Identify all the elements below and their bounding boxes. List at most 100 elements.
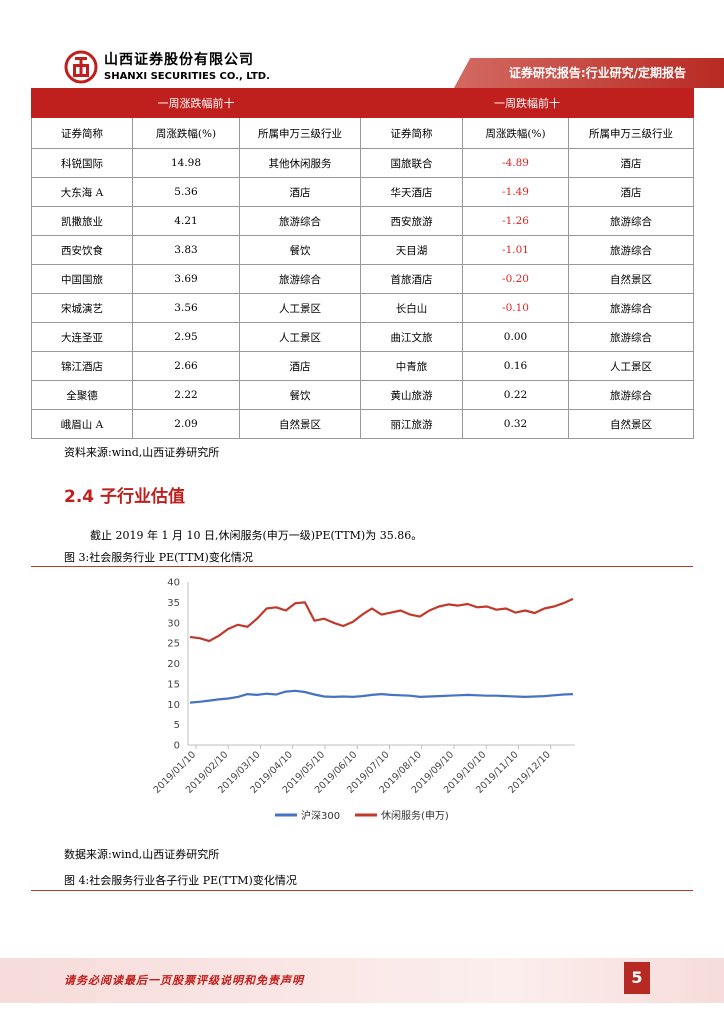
table-cell: 2.22 — [132, 380, 240, 410]
figure-4-caption: 图 4:社会服务行业各子行业 PE(TTM)变化情况 — [64, 874, 297, 887]
table-cell: 凯撒旅业 — [31, 206, 133, 236]
pe-ttm-line-chart: 05101520253035402019/01/102019/02/102019… — [152, 578, 575, 822]
table-cell: 天目湖 — [360, 235, 463, 265]
table-cell: 自然景区 — [239, 409, 361, 439]
table-row: 科锐国际 14.98 其他休闲服务 国旅联合 -4.89 酒店 — [31, 148, 695, 178]
table-cell: 餐饮 — [239, 235, 361, 265]
table-cell: -4.89 — [462, 148, 569, 178]
caption-divider — [31, 566, 693, 567]
table-cell: 3.83 — [132, 235, 240, 265]
figure-3-caption: 图 3:社会服务行业 PE(TTM)变化情况 — [64, 551, 253, 564]
table-cell: 其他休闲服务 — [239, 148, 361, 178]
table-row: 凯撒旅业 4.21 旅游综合 西安旅游 -1.26 旅游综合 — [31, 206, 695, 236]
y-tick-label: 15 — [167, 679, 180, 690]
company-name-en: SHANXI SECURITIES CO., LTD. — [104, 71, 270, 82]
table-cell: -1.01 — [462, 235, 569, 265]
table-cell: 大东海 A — [31, 177, 133, 207]
table-row: 中国国旅 3.69 旅游综合 首旅酒店 -0.20 自然景区 — [31, 264, 695, 294]
table-cell: 全聚德 — [31, 380, 133, 410]
caption-divider-2 — [31, 890, 693, 891]
table-cell: 中国国旅 — [31, 264, 133, 294]
table-cell: 0.32 — [462, 409, 569, 439]
table-cell: -1.26 — [462, 206, 569, 236]
table-row: 锦江酒店 2.66 酒店 中青旅 0.16 人工景区 — [31, 351, 695, 381]
table-cell: 旅游综合 — [567, 380, 695, 410]
report-type-ribbon — [454, 58, 724, 88]
table-cell: 旅游综合 — [239, 264, 361, 294]
y-tick-label: 20 — [167, 659, 180, 670]
table-cell: 黄山旅游 — [360, 380, 463, 410]
table-cell: 人工景区 — [239, 293, 361, 323]
table-cell: 丽江旅游 — [360, 409, 463, 439]
table-cell: 14.98 — [132, 148, 240, 178]
table-cell: 酒店 — [239, 351, 361, 381]
table-cell: 旅游综合 — [567, 293, 695, 323]
column-header: 证券简称 — [31, 117, 133, 149]
table-cell: 旅游综合 — [567, 206, 695, 236]
table-cell: -0.10 — [462, 293, 569, 323]
table-cell: -1.49 — [462, 177, 569, 207]
shanxi-securities-logo-icon — [64, 50, 98, 84]
table-cell: 西安旅游 — [360, 206, 463, 236]
table-cell: 锦江酒店 — [31, 351, 133, 381]
table-cell: 4.21 — [132, 206, 240, 236]
column-header: 证券简称 — [360, 117, 463, 149]
table-cell: 0.16 — [462, 351, 569, 381]
report-type: 证券研究报告:行业研究/定期报告 — [508, 66, 686, 80]
table-cell: 长白山 — [360, 293, 463, 323]
table-row: 峨眉山 A 2.09 自然景区 丽江旅游 0.32 自然景区 — [31, 409, 695, 439]
table-cell: 华天酒店 — [360, 177, 463, 207]
table-cell: -0.20 — [462, 264, 569, 294]
company-name-cn: 山西证券股份有限公司 — [104, 52, 254, 68]
legend-label-1: 休闲服务(申万) — [381, 809, 449, 822]
page-footer — [0, 958, 724, 1003]
table-cell: 科锐国际 — [31, 148, 133, 178]
table-cell: 人工景区 — [239, 322, 361, 352]
table-cell: 自然景区 — [567, 264, 695, 294]
pe-paragraph: 截止 2019 年 1 月 10 日,休闲服务(申万一级)PE(TTM)为 35… — [90, 529, 423, 542]
table-cell: 中青旅 — [360, 351, 463, 381]
table-cell: 峨眉山 A — [31, 409, 133, 439]
chart-source: 数据来源:wind,山西证券研究所 — [64, 848, 220, 861]
table-source: 资料来源:wind,山西证券研究所 — [64, 446, 220, 459]
table-row: 西安饮食 3.83 餐饮 天目湖 -1.01 旅游综合 — [31, 235, 695, 265]
y-tick-label: 30 — [167, 618, 180, 629]
table-cell: 大连圣亚 — [31, 322, 133, 352]
gain-title: 一周涨跌幅前十 — [31, 88, 361, 118]
legend-label-0: 沪深300 — [301, 809, 340, 822]
y-tick-label: 40 — [167, 578, 180, 589]
table-title-row: 一周涨跌幅前十 一周跌幅前十 — [31, 88, 695, 118]
table-row: 大东海 A 5.36 酒店 华天酒店 -1.49 酒店 — [31, 177, 695, 207]
y-tick-label: 25 — [167, 639, 180, 650]
section-title: 2.4 子行业估值 — [64, 487, 186, 507]
table-cell: 2.66 — [132, 351, 240, 381]
table-cell: 曲江文旅 — [360, 322, 463, 352]
table-cell: 首旅酒店 — [360, 264, 463, 294]
y-tick-label: 10 — [167, 700, 180, 711]
loss-title: 一周跌幅前十 — [359, 88, 695, 118]
y-tick-label: 0 — [174, 741, 180, 752]
disclaimer-text: 请务必阅读最后一页股票评级说明和免责声明 — [64, 974, 304, 987]
table-cell: 旅游综合 — [567, 235, 695, 265]
table-header-row: 证券简称 周涨跌幅(%) 所属申万三级行业 证券简称 周涨跌幅(%) 所属申万三级行业 — [31, 117, 695, 149]
weekly-ranking-table: 一周涨跌幅前十 一周跌幅前十 证券简称 周涨跌幅(%) 所属申万三级行业 证券简称 周涨… — [31, 88, 695, 439]
series-line-0 — [189, 689, 574, 704]
table-cell: 人工景区 — [567, 351, 695, 381]
table-row: 全聚德 2.22 餐饮 黄山旅游 0.22 旅游综合 — [31, 380, 695, 410]
table-cell: 3.56 — [132, 293, 240, 323]
table-cell: 宋城演艺 — [31, 293, 133, 323]
page-header: 山西证券股份有限公司 SHANXI SECURITIES CO., LTD. 证… — [0, 0, 724, 90]
table-cell: 国旅联合 — [360, 148, 463, 178]
table-cell: 酒店 — [567, 177, 695, 207]
company-name: 山西证券股份有限公司 SHANXI SECURITIES CO., LTD. — [104, 52, 270, 83]
y-tick-label: 35 — [167, 598, 180, 609]
column-header: 所属申万三级行业 — [567, 117, 695, 149]
column-header: 周涨跌幅(%) — [462, 117, 569, 149]
table-cell: 2.09 — [132, 409, 240, 439]
table-cell: 酒店 — [239, 177, 361, 207]
table-cell: 5.36 — [132, 177, 240, 207]
table-row: 宋城演艺 3.56 人工景区 长白山 -0.10 旅游综合 — [31, 293, 695, 323]
y-tick-label: 5 — [174, 720, 180, 731]
table-cell: 2.95 — [132, 322, 240, 352]
table-cell: 自然景区 — [567, 409, 695, 439]
